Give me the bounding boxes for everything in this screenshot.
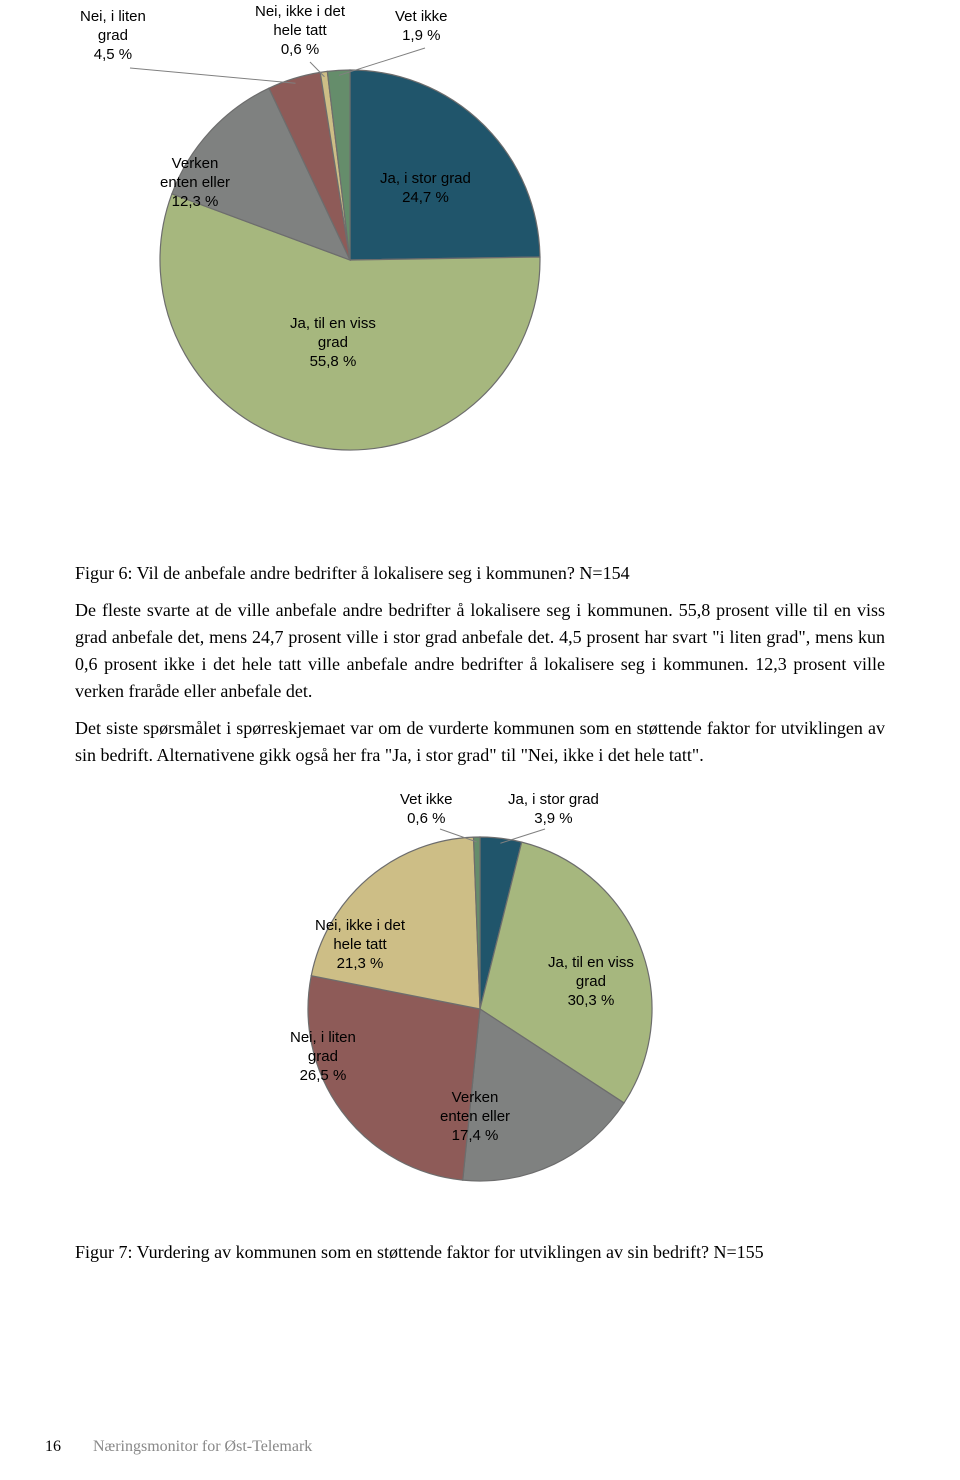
pie-label: Ja, i stor grad 3,9 % [508,791,599,829]
figure-6-caption: Figur 6: Vil de anbefale andre bedrifter… [75,560,885,587]
pie-label: Verken enten eller 12,3 % [160,155,230,211]
figure-7-caption: Figur 7: Vurdering av kommunen som en st… [75,1239,885,1266]
page-number: 16 [45,1438,61,1455]
pie-chart-1-svg [0,0,960,530]
paragraph-1: De fleste svarte at de ville anbefale an… [75,597,885,705]
pie-label: Vet ikke 0,6 % [400,791,453,829]
pie-chart-2: Ja, i stor grad 3,9 % Ja, til en viss gra… [0,779,960,1219]
page-footer: 16 Næringsmonitor for Øst-Telemark [45,1438,312,1456]
pie-label: Nei, i liten grad 26,5 % [290,1029,356,1085]
pie-chart-1: Ja, i stor grad 24,7 % Ja, til en viss gr… [0,0,960,530]
pie-label: Ja, til en viss grad 30,3 % [548,954,634,1010]
pie-label: Ja, i stor grad 24,7 % [380,170,471,208]
pie-chart-2-svg [0,779,960,1219]
paragraph-2: Det siste spørsmålet i spørreskjemaet va… [75,715,885,769]
pie-slice [350,70,540,260]
pie-label: Nei, ikke i det hele tatt 21,3 % [315,917,405,973]
footer-text: Næringsmonitor for Øst-Telemark [93,1438,312,1455]
pie-label: Nei, ikke i det hele tatt 0,6 % [255,3,345,59]
pie-label: Ja, til en viss grad 55,8 % [290,315,376,371]
pie-label: Vet ikke 1,9 % [395,8,448,46]
pie-label: Nei, i liten grad 4,5 % [80,8,146,64]
pie-label: Verken enten eller 17,4 % [440,1089,510,1145]
